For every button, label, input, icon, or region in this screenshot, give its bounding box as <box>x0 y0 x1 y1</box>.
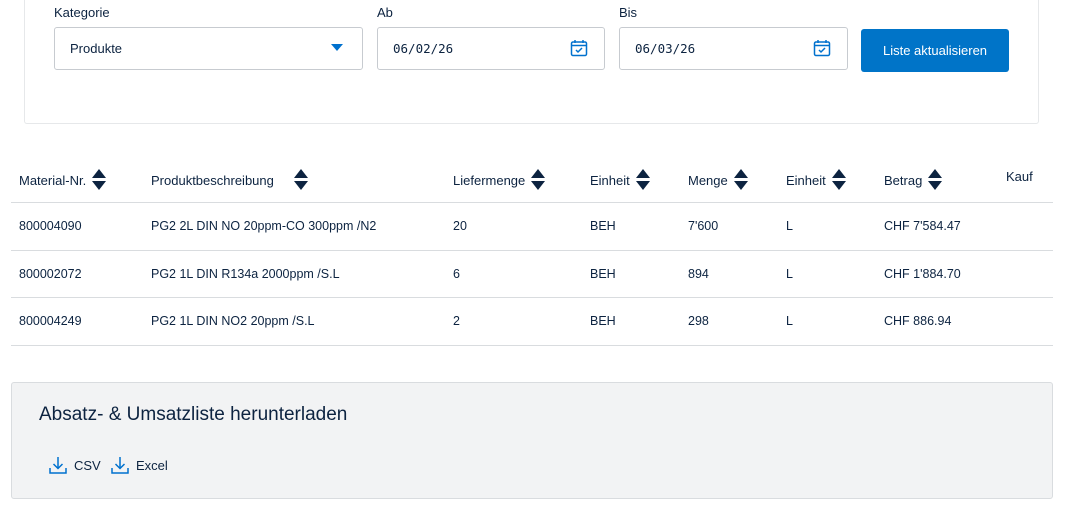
category-label: Kategorie <box>54 5 110 20</box>
column-header-description[interactable]: Produktbeschreibung <box>151 169 308 191</box>
cell-material: 800004249 <box>19 314 82 328</box>
column-header-amount[interactable]: Betrag <box>884 169 943 191</box>
cell-quantity: 894 <box>688 266 709 281</box>
column-header-purchase: Kauf <box>1006 169 1033 184</box>
to-date-label: Bis <box>619 5 638 20</box>
sort-icon <box>635 169 650 191</box>
cell-delivery-qty: 2 <box>453 314 460 328</box>
table-row: 800004090 PG2 2L DIN NO 20ppm-CO 300ppm … <box>11 203 1053 251</box>
column-label: Kauf <box>1006 169 1033 184</box>
cell-quantity: 7'600 <box>688 219 719 233</box>
column-label: Produktbeschreibung <box>151 172 274 188</box>
column-label: Einheit <box>590 172 630 188</box>
cell-description: PG2 1L DIN R134a 2000ppm /S.L <box>151 266 340 281</box>
to-date-input[interactable]: 06/03/26 <box>619 27 848 70</box>
caret-down-icon <box>331 44 343 51</box>
cell-description: PG2 1L DIN NO2 20ppm /S.L <box>151 314 315 328</box>
download-excel-link[interactable]: Excel <box>110 455 168 475</box>
column-header-quantity[interactable]: Menge <box>688 169 748 191</box>
to-date-value: 06/03/26 <box>635 41 696 56</box>
from-date-value: 06/02/26 <box>393 41 454 56</box>
table-header: Material-Nr. Produktbeschreibung Lieferm… <box>11 155 1053 203</box>
from-date-label: Ab <box>377 5 393 20</box>
table-row: 800004249 PG2 1L DIN NO2 20ppm /S.L 2 BE… <box>11 298 1053 346</box>
table-row: 800002072 PG2 1L DIN R134a 2000ppm /S.L … <box>11 251 1053 298</box>
csv-label: CSV <box>74 457 101 473</box>
column-label: Betrag <box>884 172 923 188</box>
from-date-input[interactable]: 06/02/26 <box>377 27 605 70</box>
download-icon <box>49 457 67 474</box>
sort-icon <box>293 169 308 191</box>
sort-icon <box>92 169 107 191</box>
column-label: Material-Nr. <box>19 172 87 188</box>
cell-amount: CHF 7'584.47 <box>884 219 961 233</box>
excel-label: Excel <box>136 457 168 473</box>
sort-icon <box>531 169 546 191</box>
cell-material: 800002072 <box>19 266 82 281</box>
cell-quantity: 298 <box>688 314 709 328</box>
cell-material: 800004090 <box>19 219 82 233</box>
cell-unit1: BEH <box>590 219 616 233</box>
cell-delivery-qty: 6 <box>453 266 460 281</box>
sort-icon <box>928 169 943 191</box>
column-label: Menge <box>688 172 728 188</box>
sales-table: Material-Nr. Produktbeschreibung Lieferm… <box>11 155 1053 346</box>
column-header-unit2[interactable]: Einheit <box>786 169 846 191</box>
category-select[interactable]: Produkte <box>54 27 363 70</box>
column-label: Einheit <box>786 172 826 188</box>
category-value: Produkte <box>70 41 123 56</box>
cell-amount: CHF 1'884.70 <box>884 266 961 281</box>
download-icon <box>111 457 129 474</box>
download-panel: Absatz- & Umsatzliste herunterladen CSV … <box>11 382 1053 499</box>
calendar-icon[interactable] <box>813 39 831 57</box>
sort-icon <box>733 169 748 191</box>
cell-unit1: BEH <box>590 314 616 328</box>
cell-delivery-qty: 20 <box>453 219 467 233</box>
download-title: Absatz- & Umsatzliste herunterladen <box>39 404 348 425</box>
cell-unit2: L <box>786 314 793 328</box>
cell-unit2: L <box>786 219 793 233</box>
cell-description: PG2 2L DIN NO 20ppm-CO 300ppm /N2 <box>151 219 377 233</box>
column-header-unit1[interactable]: Einheit <box>590 169 650 191</box>
column-header-material[interactable]: Material-Nr. <box>19 169 107 191</box>
calendar-icon[interactable] <box>570 39 588 57</box>
column-header-delivery-qty[interactable]: Liefermenge <box>453 169 546 191</box>
cell-amount: CHF 886.94 <box>884 314 952 328</box>
cell-unit1: BEH <box>590 266 616 281</box>
column-label: Liefermenge <box>453 172 526 188</box>
download-csv-link[interactable]: CSV <box>48 455 101 475</box>
cell-unit2: L <box>786 266 793 281</box>
update-list-button[interactable]: Liste aktualisieren <box>861 29 1009 72</box>
sort-icon <box>831 169 846 191</box>
